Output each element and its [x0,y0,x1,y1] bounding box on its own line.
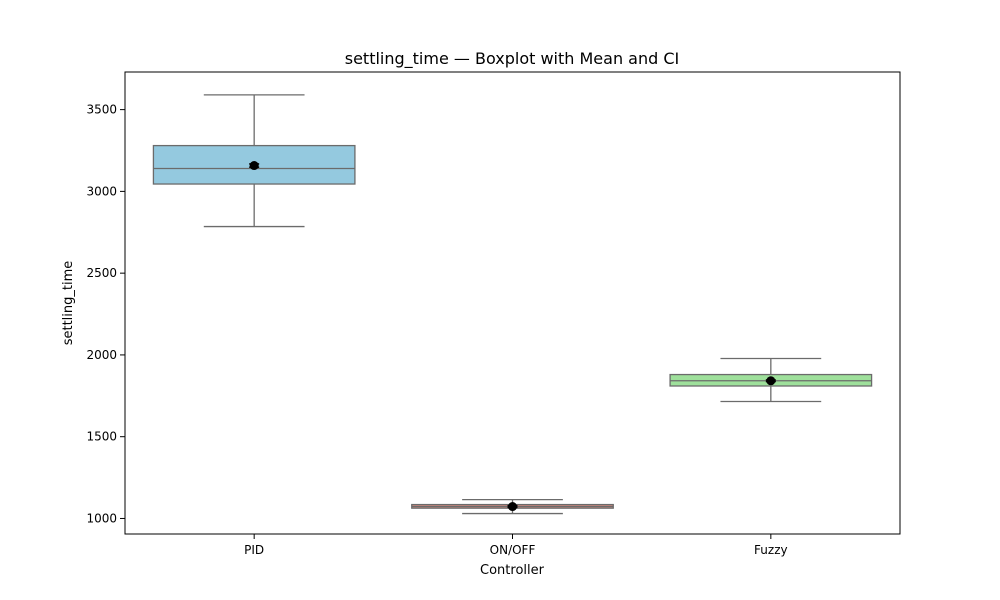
plot-area: 1000 1500 2000 2500 3000 3500 PID ON/OFF Fuzzy [86,94,873,557]
box-group-fuzzy [669,357,873,403]
mean-marker [766,376,776,386]
box-group-pid [152,94,356,228]
mean-marker [508,502,517,512]
chart-title: settling_time — Boxplot with Mean and CI [345,49,680,69]
box-group-on-off [411,499,614,515]
y-tick-label: 2500 [86,266,117,280]
x-tick-label: Fuzzy [754,543,788,557]
mean-marker [249,161,259,171]
x-tick-label: PID [244,543,264,557]
y-axis-label: settling_time [61,261,76,346]
y-tick-label: 3000 [86,184,117,198]
y-tick-label: 1500 [86,430,117,444]
y-tick-label: 3500 [86,103,117,117]
x-axis-label: Controller [480,563,545,578]
y-tick-label: 2000 [86,348,117,362]
x-tick-label: ON/OFF [490,543,536,557]
y-tick-label: 1000 [86,511,117,525]
axes-frame [124,71,901,535]
